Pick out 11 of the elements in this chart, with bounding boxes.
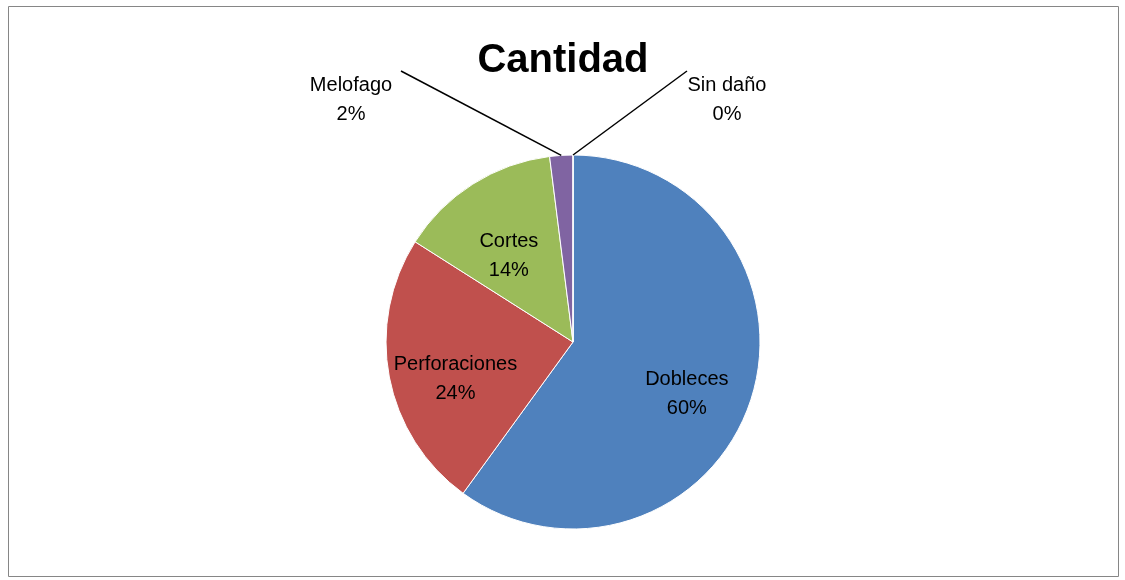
slice-label: Melofago bbox=[309, 73, 393, 95]
text: 0% bbox=[712, 102, 742, 124]
category-label: Sin daño bbox=[687, 73, 767, 95]
slice-label: Cortes bbox=[479, 228, 539, 251]
slice-label: Perforaciones bbox=[393, 352, 518, 375]
chart-title: Cantidad bbox=[477, 36, 649, 80]
data-label: 24% bbox=[435, 381, 476, 404]
data-label: 14% bbox=[488, 257, 530, 280]
data-label: 2% bbox=[336, 102, 366, 124]
data-label: 60% bbox=[666, 395, 708, 418]
slice-label: Dobleces bbox=[645, 366, 729, 389]
